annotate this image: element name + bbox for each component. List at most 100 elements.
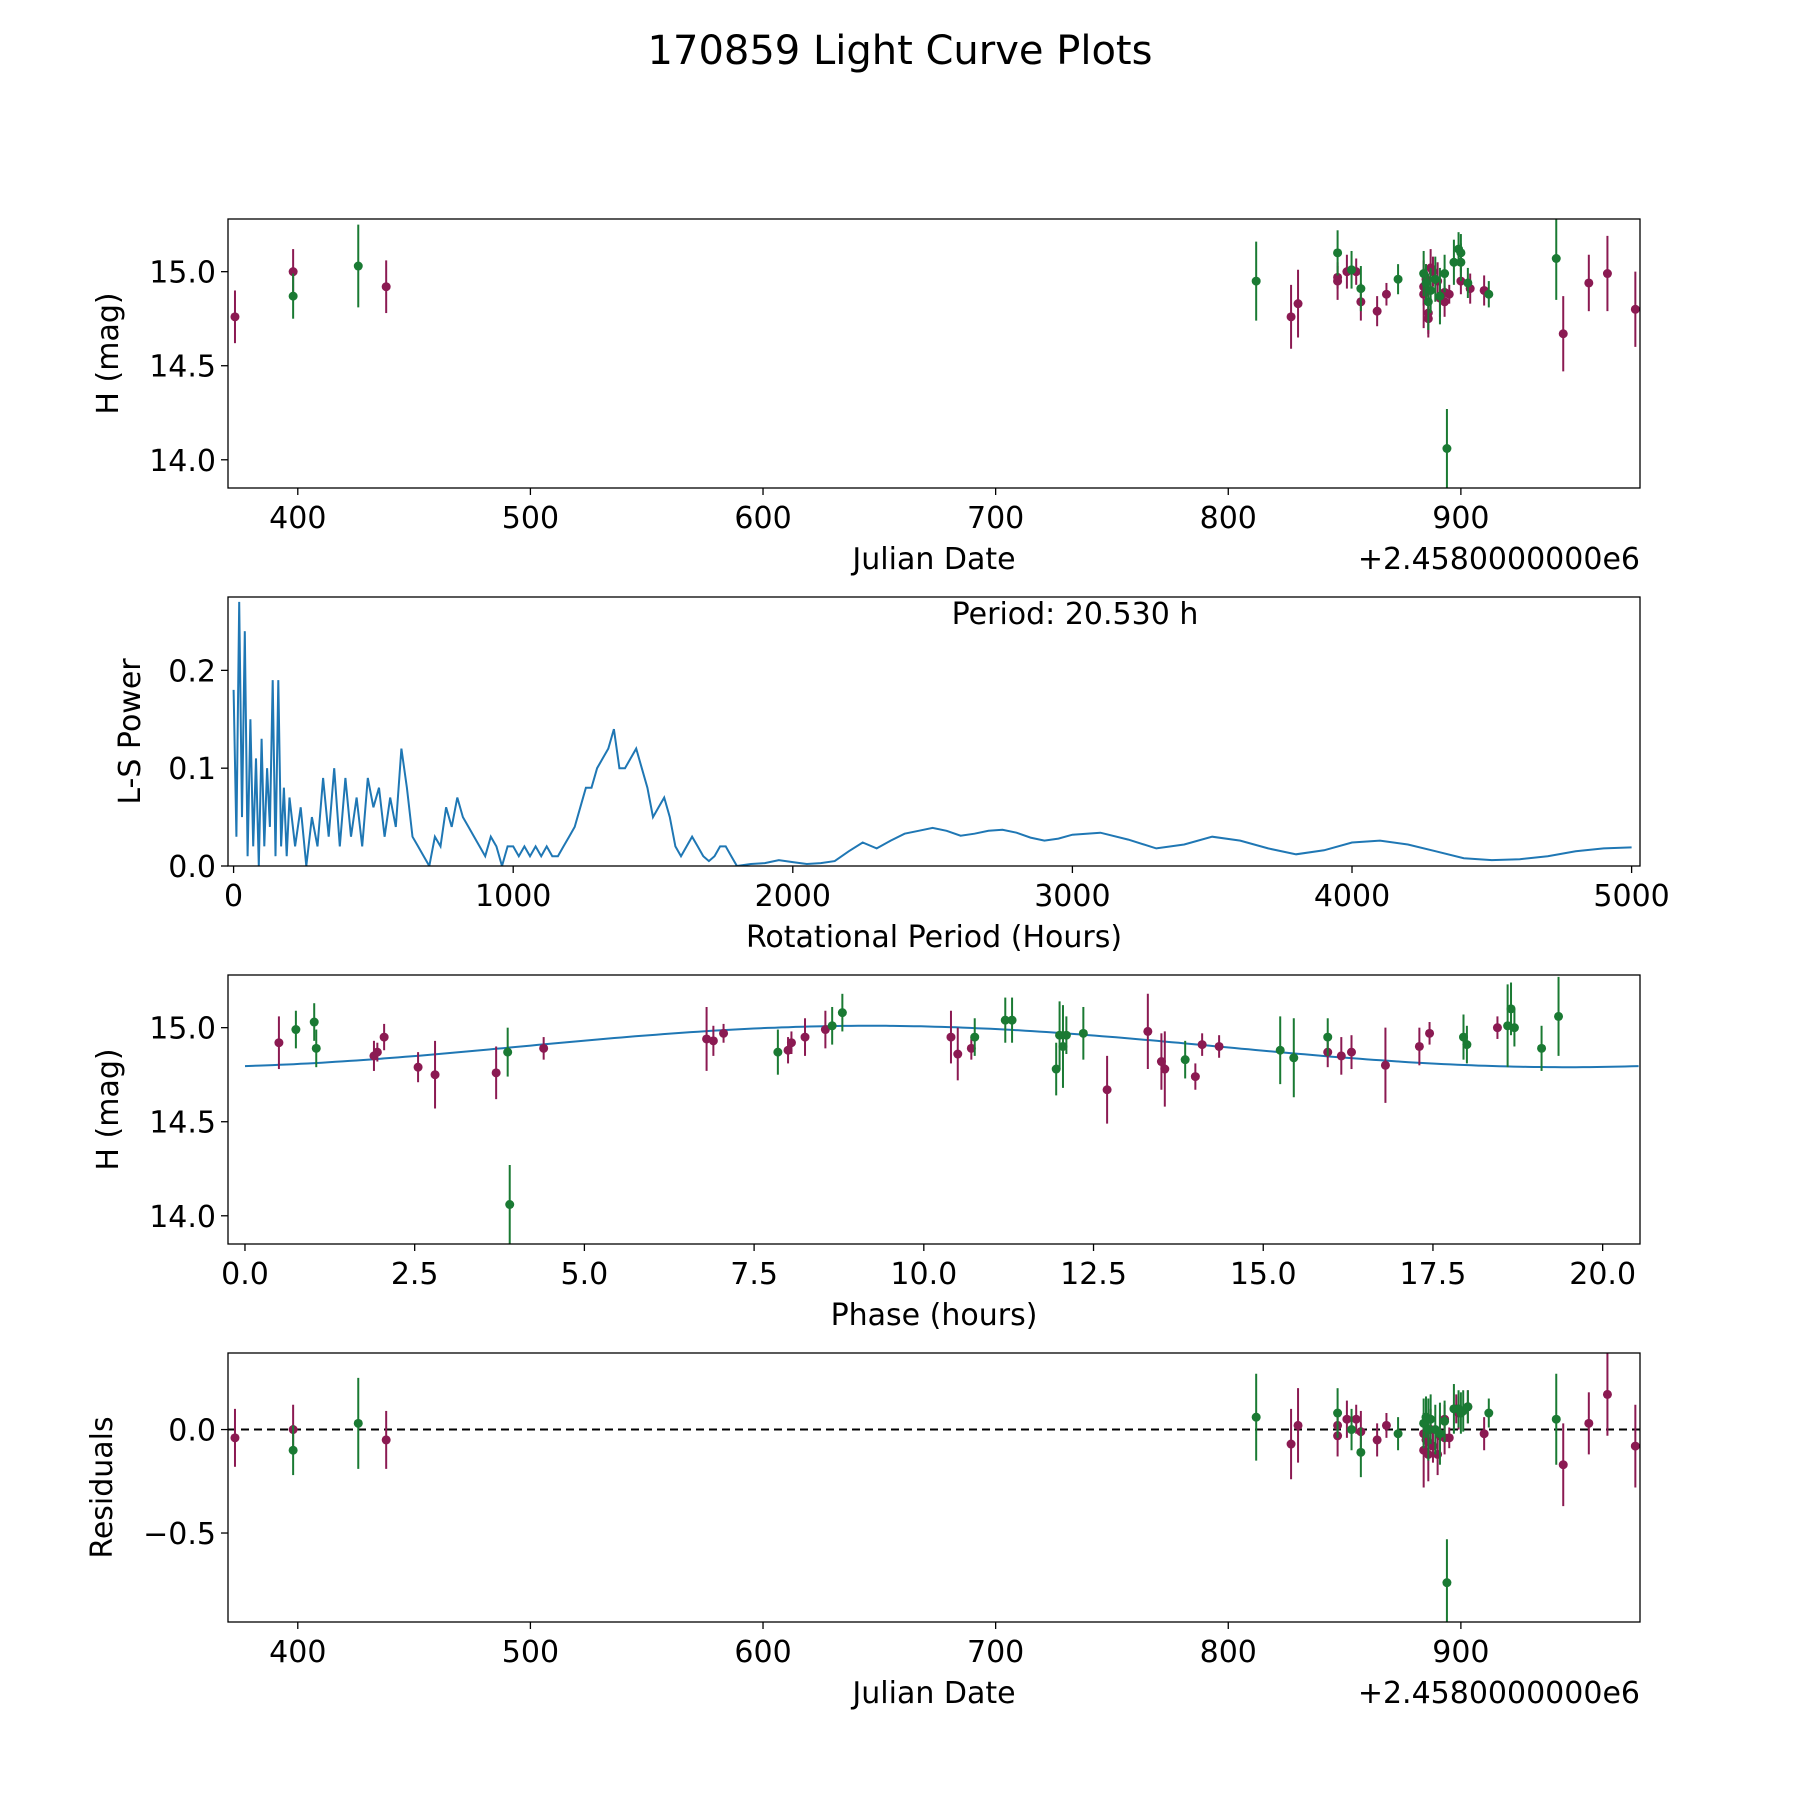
data-point-g [1426,1414,1436,1424]
data-point-g [1426,285,1436,295]
data-point-r [230,1433,240,1443]
x-tick-label: 400 [269,1635,326,1670]
data-point-r [491,1068,501,1078]
data-point-g [1440,1416,1450,1426]
sinusoid-fit-curve [244,1024,1639,1069]
data-point-g [1058,1041,1068,1051]
data-point-g [1393,1429,1403,1439]
data-point-g [1484,1408,1494,1418]
x-axis-label: Julian Date [850,1676,1015,1711]
data-point-g [1503,1021,1513,1031]
y-axis-label: H (mag) [91,1048,126,1170]
y-tick-label: 14.0 [149,1200,216,1235]
x-tick-label: 500 [502,501,559,536]
x-tick-label: 500 [502,1635,559,1670]
data-point-g [837,1008,847,1018]
data-point-r [539,1043,549,1053]
data-point-r [953,1049,963,1059]
data-point-r [800,1032,810,1042]
plot-area [228,1353,1640,1622]
y-tick-label: 14.5 [149,350,216,385]
data-point-r [1214,1041,1224,1051]
data-point-g [1509,1023,1519,1033]
x-axis-label: Phase (hours) [831,1298,1038,1333]
data-point-r [1342,1414,1352,1424]
data-point-r [372,1047,382,1057]
data-point-r [1602,1389,1612,1399]
data-point-g [311,1043,321,1053]
data-point-r [1381,1420,1391,1430]
data-point-r [413,1062,423,1072]
data-point-r [381,1435,391,1445]
data-point-g [1251,276,1261,286]
data-point-g [1078,1028,1088,1038]
data-point-g [1356,284,1366,294]
power-spectrum-line [232,601,1632,866]
data-point-g [1442,443,1452,453]
data-point-r [1372,1435,1382,1445]
data-point-r [1336,1051,1346,1061]
x-tick-label: 15.0 [1230,1257,1297,1292]
chart-periodogram: 0 1000 2000 3000 4000 5000 0.0 0.1 0.2 Rotational… [113,596,1670,955]
x-tick-label: 600 [734,501,791,536]
data-point-r [1630,1441,1640,1451]
x-tick-label: 7.5 [730,1257,778,1292]
x-tick-label: 2.5 [391,1257,439,1292]
data-point-g [1506,1004,1516,1014]
data-point-g [827,1021,837,1031]
data-point-g [1440,269,1450,279]
data-point-g [1055,1030,1065,1040]
data-point-r [1102,1085,1112,1095]
data-point-g [503,1047,513,1057]
data-point-g [1275,1045,1285,1055]
data-point-r [1197,1040,1207,1050]
data-point-g [1347,265,1357,275]
data-point-r [783,1045,793,1055]
page-title: 170859 Light Curve Plots [647,28,1153,74]
data-point-g [1463,1402,1473,1412]
data-point-r [381,282,391,292]
data-point-r [1584,1418,1594,1428]
x-tick-label: 700 [967,1635,1024,1670]
data-point-r [719,1028,729,1038]
data-point-r [966,1043,976,1053]
x-tick-label: 1000 [475,879,551,914]
period-annotation: Period: 20.530 h [952,597,1199,632]
data-point-g [1333,1408,1343,1418]
y-tick-label: 0.2 [168,654,216,689]
x-tick-label: 5000 [1593,879,1669,914]
data-point-r [1156,1057,1166,1067]
data-point-r [1333,272,1343,282]
data-point-g [1442,1578,1452,1588]
data-point-r [274,1038,284,1048]
data-point-r [1381,289,1391,299]
data-point-r [1425,1028,1435,1038]
data-point-r [708,1036,718,1046]
data-point-r [1286,312,1296,322]
data-point-g [291,1025,301,1035]
data-point-g [1347,1425,1357,1435]
data-point-r [1372,306,1382,316]
data-point-g [288,1445,298,1455]
data-point-r [1444,289,1454,299]
x-tick-label: 0.0 [221,1257,269,1292]
data-point-r [1584,278,1594,288]
x-tick-label: 10.0 [890,1257,957,1292]
data-point-r [1380,1060,1390,1070]
x-tick-label: 5.0 [561,1257,609,1292]
x-axis-label: Julian Date [850,542,1015,577]
data-point-r [1346,1047,1356,1057]
data-point-g [1061,1030,1071,1040]
data-point-r [1558,1460,1568,1470]
axes-frame [227,596,1641,867]
y-axis-label: H (mag) [91,292,126,414]
x-tick-label: 900 [1432,1635,1489,1670]
data-point-g [1251,1412,1261,1422]
data-point-g [1323,1032,1333,1042]
y-tick-label: 15.0 [149,1012,216,1047]
data-point-g [1007,1015,1017,1025]
axes-frame [227,1352,1641,1623]
data-point-r [1351,1414,1361,1424]
x-tick-label: 400 [269,501,326,536]
data-point-r [1630,304,1640,314]
